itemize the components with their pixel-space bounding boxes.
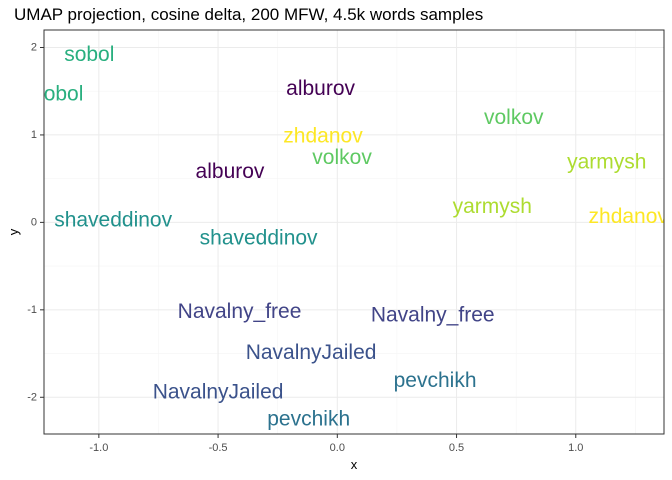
point-label-shaveddinov: shaveddinov bbox=[200, 227, 318, 250]
point-label-yarmysh: yarmysh bbox=[567, 151, 646, 174]
point-label-zhdanov: zhdanov bbox=[283, 124, 363, 147]
point-label-shaveddinov: shaveddinov bbox=[54, 208, 172, 231]
point-label-zhdanov: zhdanov bbox=[589, 205, 669, 228]
point-label-sobol: sobol bbox=[33, 82, 83, 105]
x-tick-label: 0.0 bbox=[330, 442, 345, 454]
major-grid bbox=[44, 30, 664, 434]
y-tick-label: -2 bbox=[27, 391, 37, 403]
x-tick-label: 1.0 bbox=[568, 442, 583, 454]
point-label-yarmysh: yarmysh bbox=[453, 195, 532, 218]
x-tick-label: -0.5 bbox=[209, 442, 228, 454]
point-label-pevchikh: pevchikh bbox=[267, 408, 350, 431]
y-axis-title: y bbox=[6, 228, 21, 235]
x-tick-label: -1.0 bbox=[89, 442, 108, 454]
x-axis: -1.0 -0.5 0.0 0.5 1.0 bbox=[89, 434, 583, 454]
point-label-pevchikh: pevchikh bbox=[394, 369, 477, 392]
point-label-navalny_free: Navalny_free bbox=[178, 300, 302, 323]
y-tick-label: 1 bbox=[31, 129, 37, 141]
chart-title: UMAP projection, cosine delta, 200 MFW, … bbox=[14, 5, 483, 24]
y-tick-label: 0 bbox=[31, 216, 37, 228]
point-label-alburov: alburov bbox=[196, 160, 265, 183]
y-tick-label: -1 bbox=[27, 304, 37, 316]
x-tick-label: 0.5 bbox=[449, 442, 464, 454]
point-label-alburov: alburov bbox=[286, 77, 355, 100]
point-label-navalny_free: Navalny_free bbox=[371, 304, 495, 327]
panel-border bbox=[43, 29, 665, 435]
point-label-volkov: volkov bbox=[312, 146, 372, 169]
x-axis-title: x bbox=[351, 457, 358, 472]
point-label-navalnyjailed: NavalnyJailed bbox=[246, 341, 377, 364]
point-label-volkov: volkov bbox=[484, 106, 544, 129]
point-label-navalnyjailed: NavalnyJailed bbox=[153, 381, 284, 404]
y-tick-label: 2 bbox=[31, 41, 37, 53]
point-label-sobol: sobol bbox=[64, 43, 114, 66]
minor-grid bbox=[44, 30, 664, 434]
y-axis: -2 -1 0 1 2 bbox=[27, 41, 44, 403]
